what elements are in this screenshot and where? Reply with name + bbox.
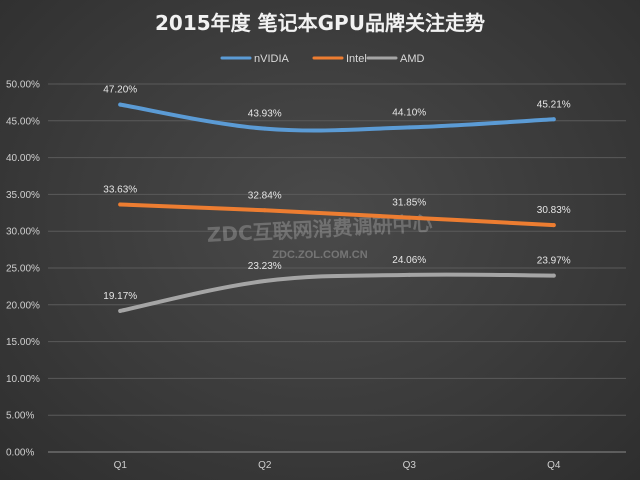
series-group <box>118 102 556 313</box>
data-point-nvidia <box>118 102 123 107</box>
x-tick-label: Q2 <box>258 460 272 471</box>
y-tick-label: 25.00% <box>6 264 40 275</box>
y-tick-label: 15.00% <box>6 337 40 348</box>
data-label-nvidia: 43.93% <box>248 109 282 120</box>
chart-title: 2015年度 笔记本GPU品牌关注走势 <box>155 11 485 35</box>
x-tick-label: Q3 <box>403 460 417 471</box>
data-point-amd <box>262 279 267 284</box>
y-axis-ticks: 0.00% 5.00% 10.00% 15.00% 20.00% 25.00% 30.00%… <box>6 80 40 459</box>
data-label-amd: 23.23% <box>248 261 282 272</box>
data-point-nvidia <box>551 117 556 122</box>
x-tick-label: Q1 <box>114 460 128 471</box>
data-label-intel: 33.63% <box>103 184 137 195</box>
y-tick-label: 40.00% <box>6 153 40 164</box>
y-tick-label: 30.00% <box>6 227 40 238</box>
data-label-amd: 23.97% <box>537 256 571 267</box>
data-point-amd <box>118 308 123 313</box>
watermark-url: ZDC.ZOL.COM.CN <box>272 249 367 261</box>
legend-label-amd: AMD <box>400 53 425 65</box>
grid <box>48 83 626 453</box>
data-point-amd <box>407 272 412 277</box>
y-tick-label: 20.00% <box>6 300 40 311</box>
data-label-amd: 19.17% <box>103 291 137 302</box>
y-tick-label: 45.00% <box>6 116 40 127</box>
data-point-intel <box>551 223 556 228</box>
data-point-amd <box>551 273 556 278</box>
data-label-intel: 32.84% <box>248 190 282 201</box>
x-tick-label: Q4 <box>547 460 561 471</box>
y-tick-label: 10.00% <box>6 374 40 385</box>
legend: nVIDIA Intel AMD <box>220 53 425 65</box>
y-tick-label: 50.00% <box>6 80 40 91</box>
series-line-nvidia <box>118 102 556 133</box>
data-label-nvidia: 47.20% <box>103 85 137 96</box>
data-point-nvidia <box>262 126 267 131</box>
data-point-intel <box>118 202 123 207</box>
y-tick-label: 5.00% <box>6 411 34 422</box>
x-axis-ticks: Q1 Q2 Q3 Q4 <box>114 460 561 471</box>
data-label-amd: 24.06% <box>392 255 426 266</box>
legend-label-intel: Intel <box>346 53 367 65</box>
data-point-intel <box>407 215 412 220</box>
data-label-nvidia: 44.10% <box>392 107 426 118</box>
data-point-nvidia <box>407 125 412 130</box>
legend-label-nvidia: nVIDIA <box>254 53 290 65</box>
data-label-nvidia: 45.21% <box>537 99 571 110</box>
y-tick-label: 35.00% <box>6 190 40 201</box>
series-line-intel <box>118 202 556 228</box>
data-label-intel: 30.83% <box>537 205 571 216</box>
data-labels: 47.20% 43.93% 44.10% 45.21% 33.63% 32.84% 31.8… <box>103 85 571 302</box>
data-label-intel: 31.85% <box>392 198 426 209</box>
y-tick-label: 0.00% <box>6 448 34 459</box>
series-line-amd <box>118 272 556 313</box>
data-point-intel <box>262 208 267 213</box>
